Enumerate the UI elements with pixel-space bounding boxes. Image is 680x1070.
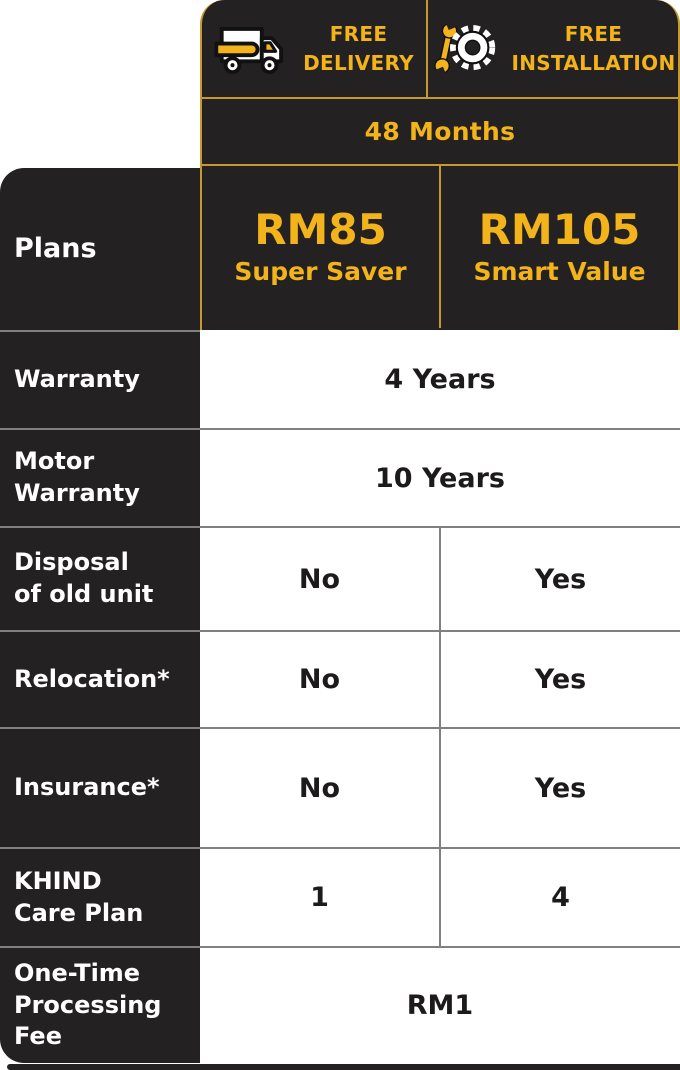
plan-smart-value: RM105 Smart Value: [441, 166, 678, 328]
row-value: 4 Years: [384, 363, 496, 395]
row-value-super-saver: 1: [200, 849, 441, 946]
perks-row: FREE DELIVERY FREE INSTALLATION: [202, 0, 678, 99]
plan-price: RM105: [478, 205, 641, 255]
free-delivery-badge: FREE DELIVERY: [202, 0, 428, 97]
plan-price: RM85: [254, 205, 387, 255]
row-value-smart-value: Yes: [534, 664, 587, 695]
row-label-relocation: Relocation*: [0, 630, 200, 727]
delivery-truck-icon: [214, 26, 284, 74]
row-value-super-saver: No: [200, 528, 441, 630]
row-label-warranty: Warranty: [0, 330, 200, 428]
row-value-smart-value: Yes: [534, 772, 587, 804]
row-value-smart-value: Yes: [534, 563, 587, 595]
next-section-edge: [7, 1064, 680, 1070]
row-label-processing-fee: One-Time Processing Fee: [0, 946, 200, 1063]
row-label-insurance: Insurance*: [0, 727, 200, 847]
row-label-motor-warranty: Motor Warranty: [0, 428, 200, 526]
plan-super-saver: RM85 Super Saver: [202, 166, 441, 328]
table-row-processing-fee: RM1: [200, 946, 680, 1063]
table-row-warranty: 4 Years: [200, 330, 680, 428]
table-row-care-plan: 1 4: [200, 847, 680, 946]
row-label-column: Plans Warranty Motor Warranty Disposal o…: [0, 168, 200, 1063]
row-label-disposal: Disposal of old unit: [0, 526, 200, 630]
row-label-care-plan: KHIND Care Plan: [0, 847, 200, 946]
header-card: FREE DELIVERY FREE INSTALLATION: [200, 0, 680, 330]
installation-gear-icon: [433, 19, 495, 77]
table-row-insurance: No Yes: [200, 727, 680, 847]
plans-header-label: Plans: [14, 233, 97, 265]
value-rows: 4 Years 10 Years No Yes No Yes No Yes 1 …: [200, 330, 680, 1063]
duration-label: 48 Months: [364, 117, 516, 146]
row-value: RM1: [406, 990, 474, 1021]
table-row-relocation: No Yes: [200, 630, 680, 727]
table-row-motor-warranty: 10 Years: [200, 428, 680, 526]
row-value-super-saver: No: [200, 729, 441, 847]
table-row-disposal: No Yes: [200, 526, 680, 630]
row-value: 10 Years: [375, 462, 505, 494]
row-value-super-saver: No: [200, 632, 441, 727]
row-value-smart-value: 4: [551, 882, 570, 913]
plan-header-cells: RM85 Super Saver RM105 Smart Value: [202, 166, 678, 328]
plan-name: Smart Value: [473, 256, 646, 286]
free-installation-label: FREE INSTALLATION: [511, 21, 676, 75]
plan-name: Super Saver: [234, 256, 407, 286]
free-delivery-label: FREE DELIVERY: [303, 21, 414, 75]
duration-banner: 48 Months: [202, 99, 678, 166]
free-installation-badge: FREE INSTALLATION: [428, 0, 678, 97]
